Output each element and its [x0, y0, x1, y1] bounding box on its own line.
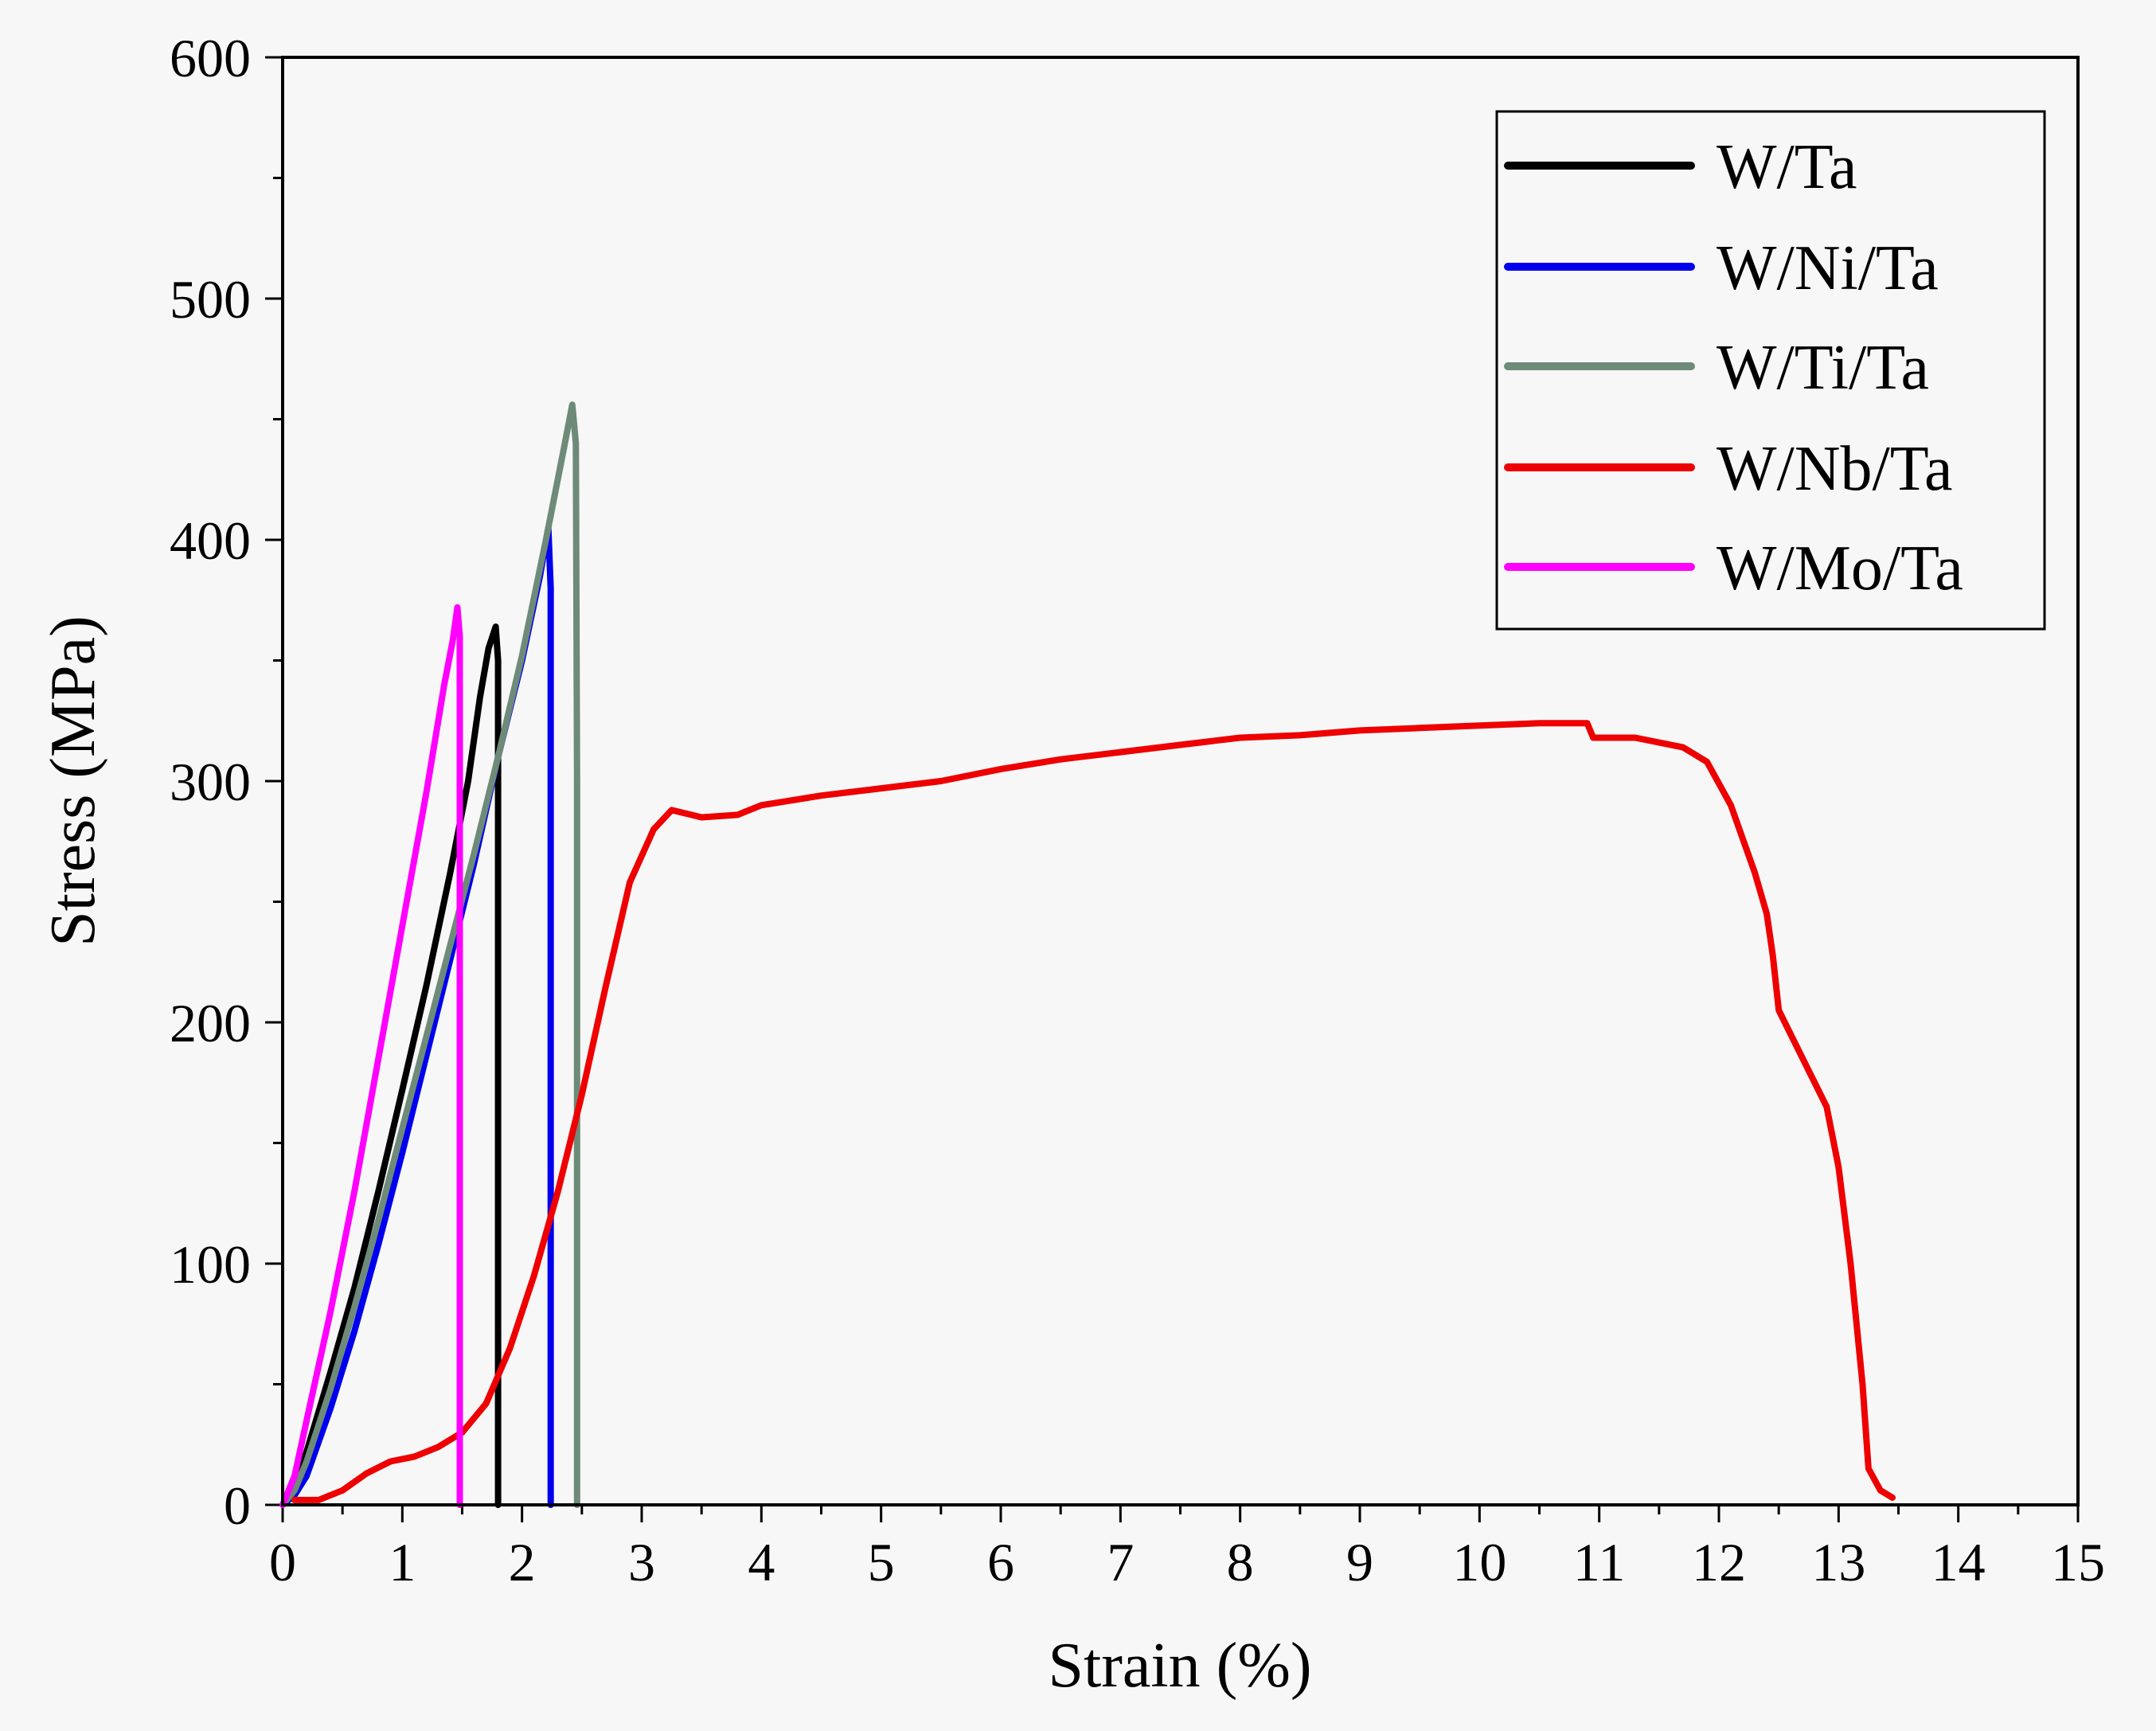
x-tick-label: 1 [389, 1532, 416, 1592]
x-tick-label: 14 [1931, 1532, 1986, 1592]
x-tick-label: 2 [509, 1532, 536, 1592]
x-tick-label: 9 [1346, 1532, 1373, 1592]
x-tick-label: 3 [628, 1532, 655, 1592]
x-tick-label: 13 [1811, 1532, 1865, 1592]
series-line-w-ta [279, 623, 502, 1508]
x-tick-label: 0 [269, 1532, 296, 1592]
y-tick-label: 400 [170, 510, 251, 571]
x-tick-label: 15 [2051, 1532, 2105, 1592]
x-tick-label: 4 [748, 1532, 775, 1592]
x-tick-label: 6 [987, 1532, 1014, 1592]
legend-label-w-ni-ta: W/Ni/Ta [1717, 233, 1939, 303]
x-tick-label: 11 [1573, 1532, 1625, 1592]
legend-label-w-mo-ta: W/Mo/Ta [1717, 533, 1963, 604]
series-line-w-mo-ta [279, 604, 463, 1508]
y-tick-label: 200 [170, 993, 251, 1053]
tick-labels: 0 1 2 3 4 5 6 7 8 9 10 11 12 13 14 15010020030040050060… [170, 28, 2105, 1592]
y-tick-label: 500 [170, 269, 251, 330]
legend-label-w-nb-ta: W/Nb/Ta [1717, 434, 1953, 504]
y-tick-label: 100 [170, 1234, 251, 1295]
legend-entries: W/Ta W/Ni/Ta W/Ti/Ta W/Nb/Ta W/Mo/Ta [1504, 132, 1963, 604]
y-tick-label: 600 [170, 28, 251, 88]
legend: W/Ta W/Ni/Ta W/Ti/Ta W/Nb/Ta W/Mo/Ta [1495, 110, 2046, 631]
legend-label-w-ti-ta: W/Ti/Ta [1717, 333, 1929, 403]
y-tick-label: 0 [224, 1475, 251, 1536]
y-axis-title: Stress (MPa) [38, 615, 108, 947]
x-tick-label: 8 [1227, 1532, 1254, 1592]
series-line-w-nb-ta [291, 720, 1896, 1503]
x-axis-title: Strain (%) [1048, 1631, 1311, 1701]
legend-label-w-ta: W/Ta [1717, 132, 1857, 202]
x-tick-label: 10 [1452, 1532, 1506, 1592]
plot-frame [281, 56, 2080, 1506]
series-layer [279, 401, 1896, 1508]
y-tick-label: 300 [170, 752, 251, 812]
x-tick-label: 5 [868, 1532, 895, 1592]
x-tick-label: 12 [1692, 1532, 1746, 1592]
x-tick-label: 7 [1107, 1532, 1134, 1592]
